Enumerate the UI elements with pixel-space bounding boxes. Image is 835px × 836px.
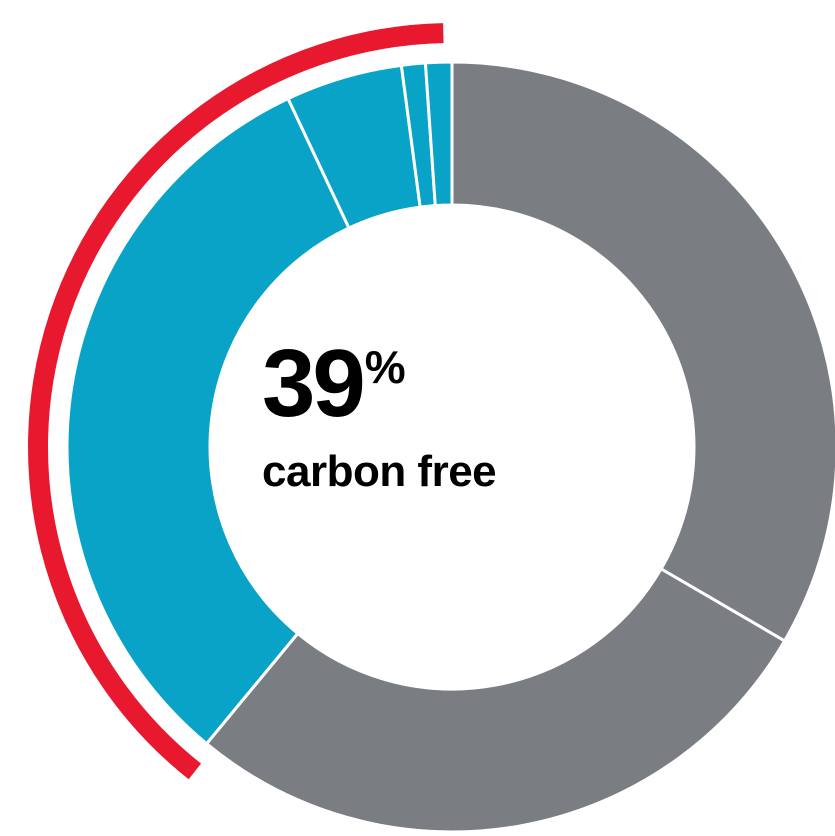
- carbon-free-highlight: [28, 23, 444, 780]
- donut-slice-6: [423, 60, 454, 208]
- center-caption: carbon free: [262, 447, 497, 496]
- donut-slice-3: [65, 96, 351, 746]
- donut-slices: [65, 60, 835, 834]
- donut-slice-2: [204, 566, 787, 834]
- center-value: 39%: [262, 336, 406, 432]
- percent-sign: %: [364, 341, 406, 393]
- center-percentage: 39: [262, 330, 366, 437]
- donut-slice-1: [450, 60, 835, 643]
- highlight-arc: [28, 23, 444, 780]
